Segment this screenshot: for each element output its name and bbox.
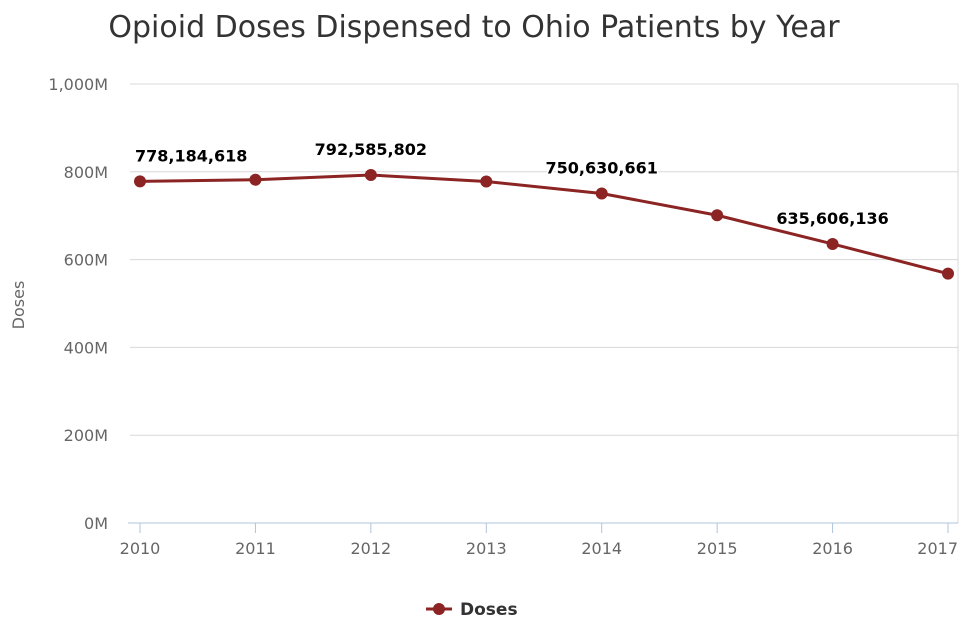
y-tick-label: 400M [64, 338, 108, 357]
chart-title: Opioid Doses Dispensed to Ohio Patients … [108, 10, 840, 45]
y-axis-label: Doses [9, 281, 28, 330]
data-label: 750,630,661 [546, 158, 658, 177]
x-tick-label: 2010 [120, 539, 161, 558]
data-labels: 778,184,618 792,585,802 750,630,661 635,606… [134, 139, 891, 230]
legend-marker-icon [433, 603, 445, 615]
series-line [139, 173, 949, 276]
y-tick-label: 200M [64, 426, 108, 445]
x-tick-label: 2012 [350, 539, 391, 558]
data-point[interactable] [595, 187, 608, 200]
x-axis: 2010 2011 2012 2013 2014 2015 2016 2017 [120, 522, 958, 558]
data-point[interactable] [826, 237, 839, 250]
y-tick-label: 800M [64, 163, 108, 182]
x-tick-label: 2015 [697, 539, 738, 558]
x-tick-label: 2014 [581, 539, 622, 558]
legend-item-doses[interactable]: Doses [460, 600, 518, 618]
data-point[interactable] [711, 209, 724, 222]
data-point[interactable] [480, 175, 493, 188]
data-label: 778,184,618 [135, 146, 247, 165]
y-axis-ticks: 0M 200M 400M 600M 800M 1,000M [48, 75, 108, 533]
data-label: 792,585,802 [315, 140, 427, 159]
data-point[interactable] [942, 267, 954, 280]
data-label: 635,606,136 [776, 209, 888, 228]
series-doses [134, 169, 954, 280]
y-tick-label: 0M [84, 514, 108, 533]
x-tick-label: 2011 [235, 539, 276, 558]
x-tick-label: 2017 [917, 539, 958, 558]
x-tick-label: 2013 [466, 539, 507, 558]
y-tick-label: 1,000M [48, 75, 108, 94]
data-point[interactable] [249, 173, 262, 186]
data-point[interactable] [364, 169, 377, 182]
y-tick-label: 600M [64, 251, 108, 270]
data-point[interactable] [134, 175, 146, 188]
x-tick-label: 2016 [812, 539, 853, 558]
legend[interactable]: Doses [426, 600, 518, 618]
grid-lines [130, 83, 959, 523]
